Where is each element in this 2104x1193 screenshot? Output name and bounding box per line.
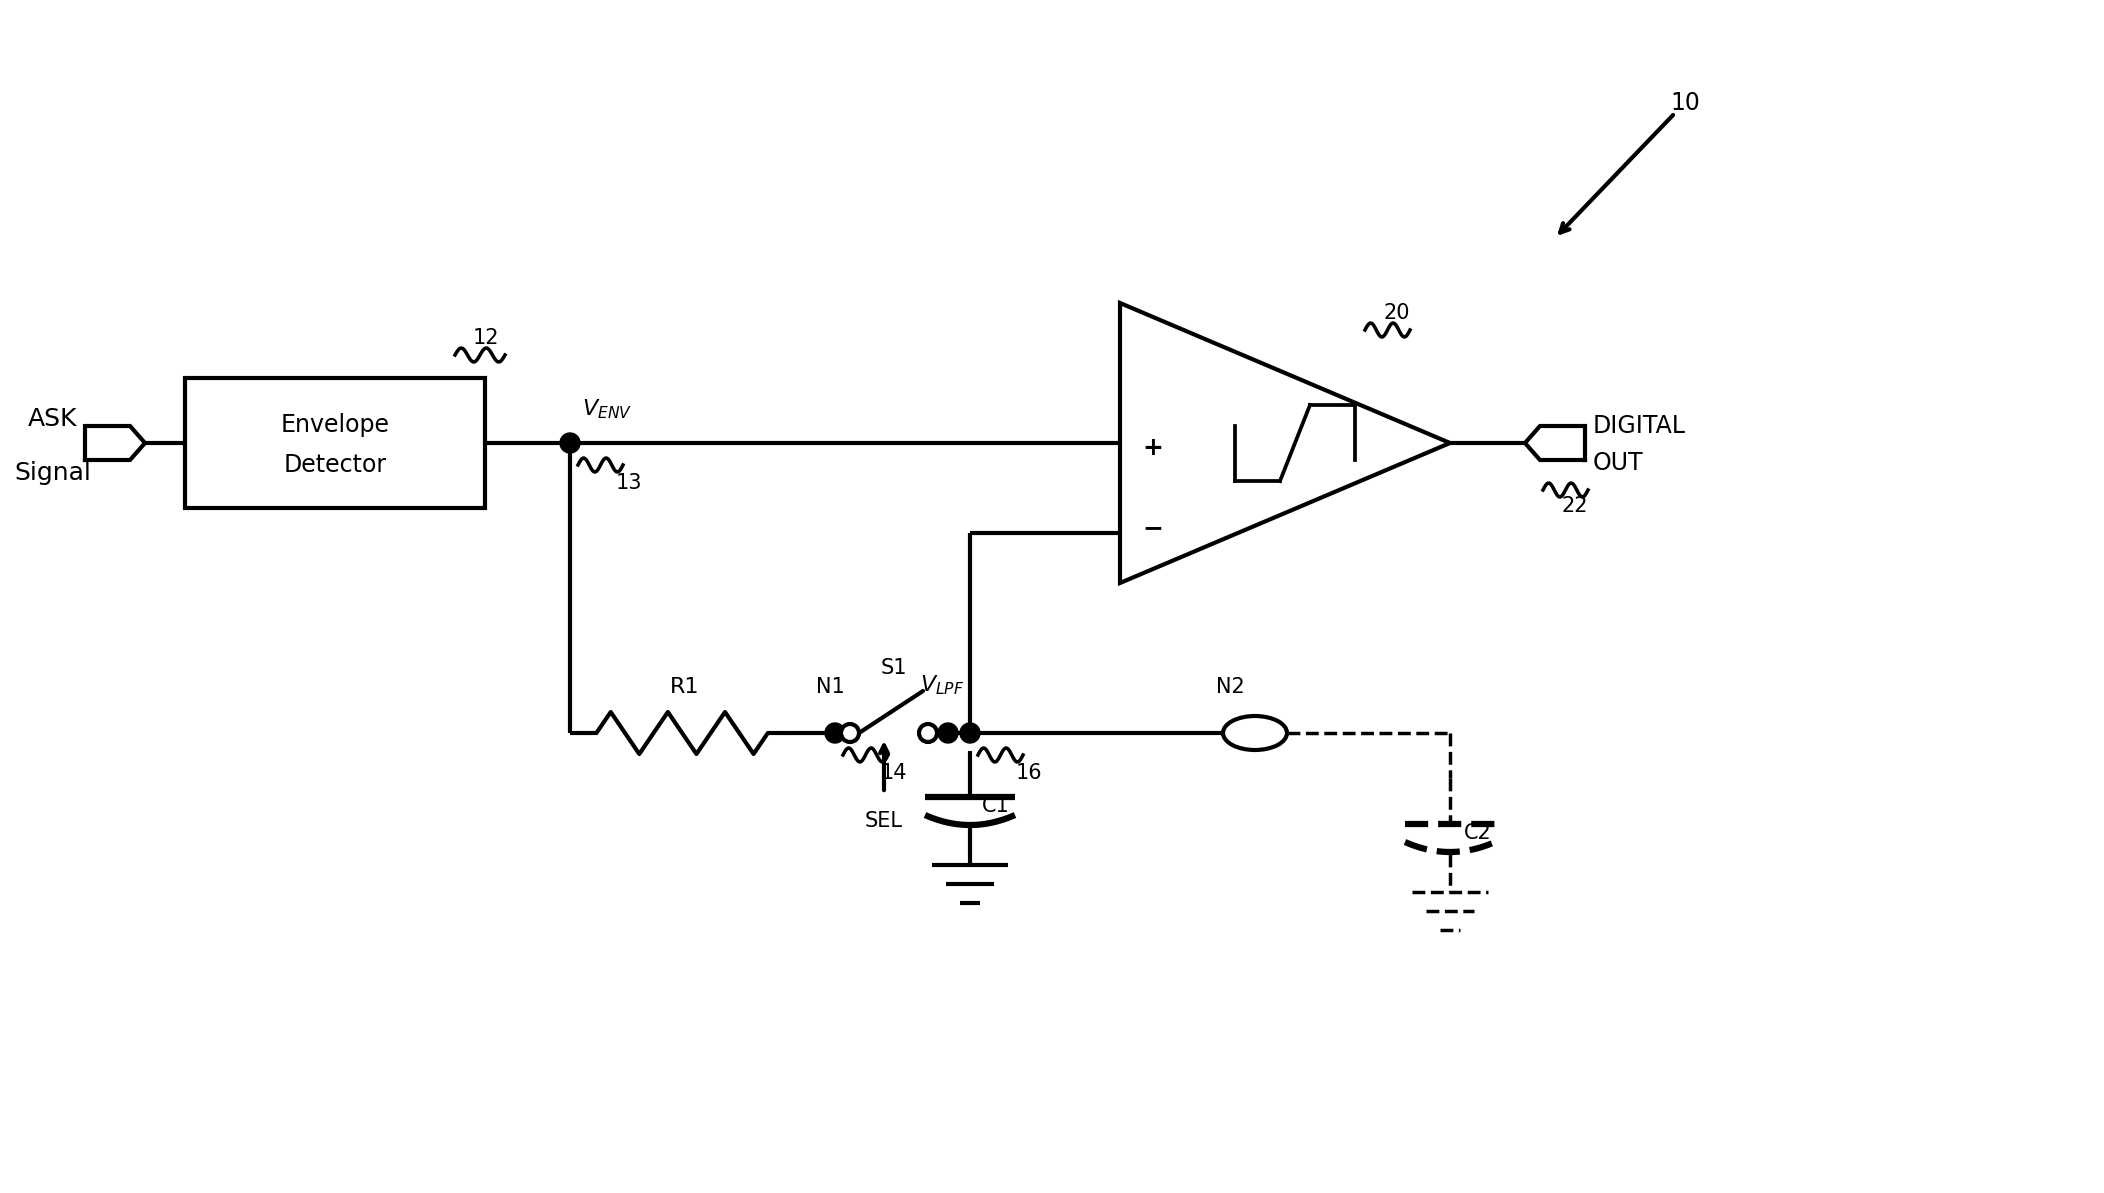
Text: ASK: ASK bbox=[27, 407, 78, 431]
Circle shape bbox=[938, 723, 957, 743]
Text: N1: N1 bbox=[816, 676, 844, 697]
Text: $\mathit{V}_{LPF}$: $\mathit{V}_{LPF}$ bbox=[919, 673, 964, 697]
Text: 13: 13 bbox=[616, 472, 642, 493]
Circle shape bbox=[959, 723, 980, 743]
Text: 10: 10 bbox=[1671, 91, 1700, 115]
Polygon shape bbox=[1525, 426, 1584, 460]
Text: S1: S1 bbox=[882, 659, 907, 678]
Circle shape bbox=[842, 724, 858, 742]
Text: C1: C1 bbox=[983, 796, 1010, 816]
Circle shape bbox=[919, 724, 936, 742]
Text: 16: 16 bbox=[1016, 764, 1044, 783]
Text: DIGITAL: DIGITAL bbox=[1593, 414, 1685, 438]
Text: $\mathit{V}_{ENV}$: $\mathit{V}_{ENV}$ bbox=[583, 397, 631, 421]
Text: N2: N2 bbox=[1216, 676, 1243, 697]
Text: 12: 12 bbox=[473, 328, 499, 348]
Text: OUT: OUT bbox=[1593, 451, 1643, 475]
Polygon shape bbox=[1119, 303, 1450, 583]
Text: Detector: Detector bbox=[284, 453, 387, 477]
Text: Signal: Signal bbox=[15, 460, 90, 486]
Circle shape bbox=[560, 433, 581, 453]
Text: +: + bbox=[1142, 435, 1164, 460]
Text: 22: 22 bbox=[1561, 496, 1589, 517]
Text: R1: R1 bbox=[671, 676, 701, 697]
Text: −: − bbox=[1142, 517, 1164, 540]
Circle shape bbox=[825, 723, 846, 743]
Text: SEL: SEL bbox=[865, 811, 903, 832]
Text: 20: 20 bbox=[1382, 303, 1410, 323]
Bar bbox=[185, 378, 486, 508]
Text: C2: C2 bbox=[1464, 823, 1492, 843]
Ellipse shape bbox=[1222, 716, 1288, 750]
Text: Envelope: Envelope bbox=[280, 413, 389, 437]
Polygon shape bbox=[84, 426, 145, 460]
Text: 14: 14 bbox=[882, 764, 907, 783]
